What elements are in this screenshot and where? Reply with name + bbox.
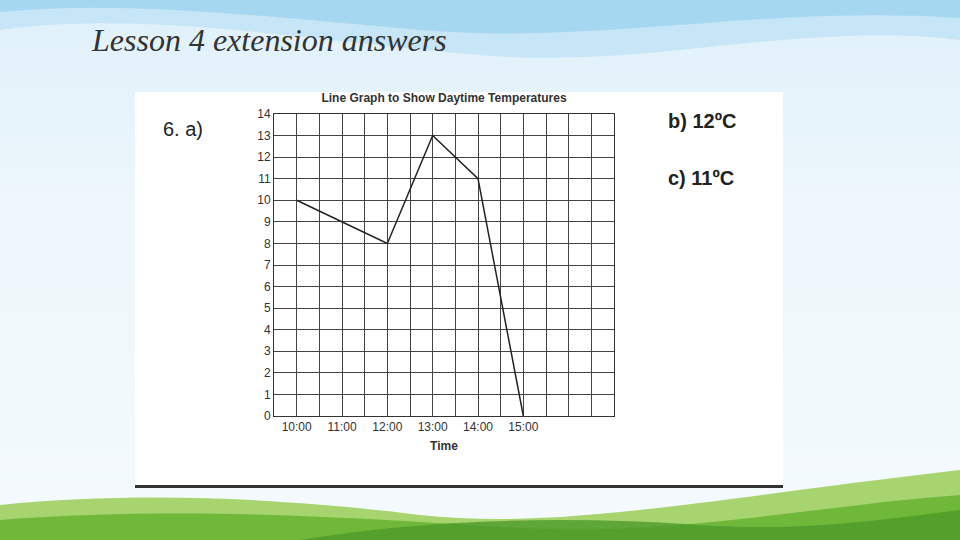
- svg-text:9: 9: [264, 215, 271, 229]
- svg-text:7: 7: [264, 258, 271, 272]
- svg-text:14: 14: [257, 107, 271, 121]
- svg-text:4: 4: [264, 323, 271, 337]
- svg-text:13:00: 13:00: [418, 420, 448, 434]
- svg-text:5: 5: [264, 301, 271, 315]
- svg-text:12: 12: [257, 150, 271, 164]
- svg-text:10: 10: [257, 193, 271, 207]
- svg-text:13: 13: [257, 129, 271, 143]
- svg-text:10:00: 10:00: [282, 420, 312, 434]
- svg-text:1: 1: [264, 388, 271, 402]
- svg-text:14:00: 14:00: [463, 420, 493, 434]
- html-text:b) 12ºC: b) 12ºC: [668, 110, 737, 132]
- svg-text:6: 6: [264, 280, 271, 294]
- svg-text:3: 3: [264, 344, 271, 358]
- svg-text:15:00: 15:00: [508, 420, 538, 434]
- svg-text:12:00: 12:00: [372, 420, 402, 434]
- svg-text:Time: Time: [430, 439, 458, 453]
- html-text:Lesson 4 extension answers: Lesson 4 extension answers: [92, 22, 447, 58]
- svg-text:Line Graph to Show Daytime Tem: Line Graph to Show Daytime Temperatures: [321, 92, 566, 105]
- svg-text:11:00: 11:00: [327, 420, 356, 434]
- svg-text:0: 0: [264, 409, 271, 423]
- html-text:c) 11ºC: c) 11ºC: [668, 167, 735, 189]
- svg-text:2: 2: [264, 366, 271, 380]
- svg-text:8: 8: [264, 237, 271, 251]
- svg-text:11: 11: [258, 172, 271, 186]
- html-text:6. a): 6. a): [163, 118, 203, 140]
